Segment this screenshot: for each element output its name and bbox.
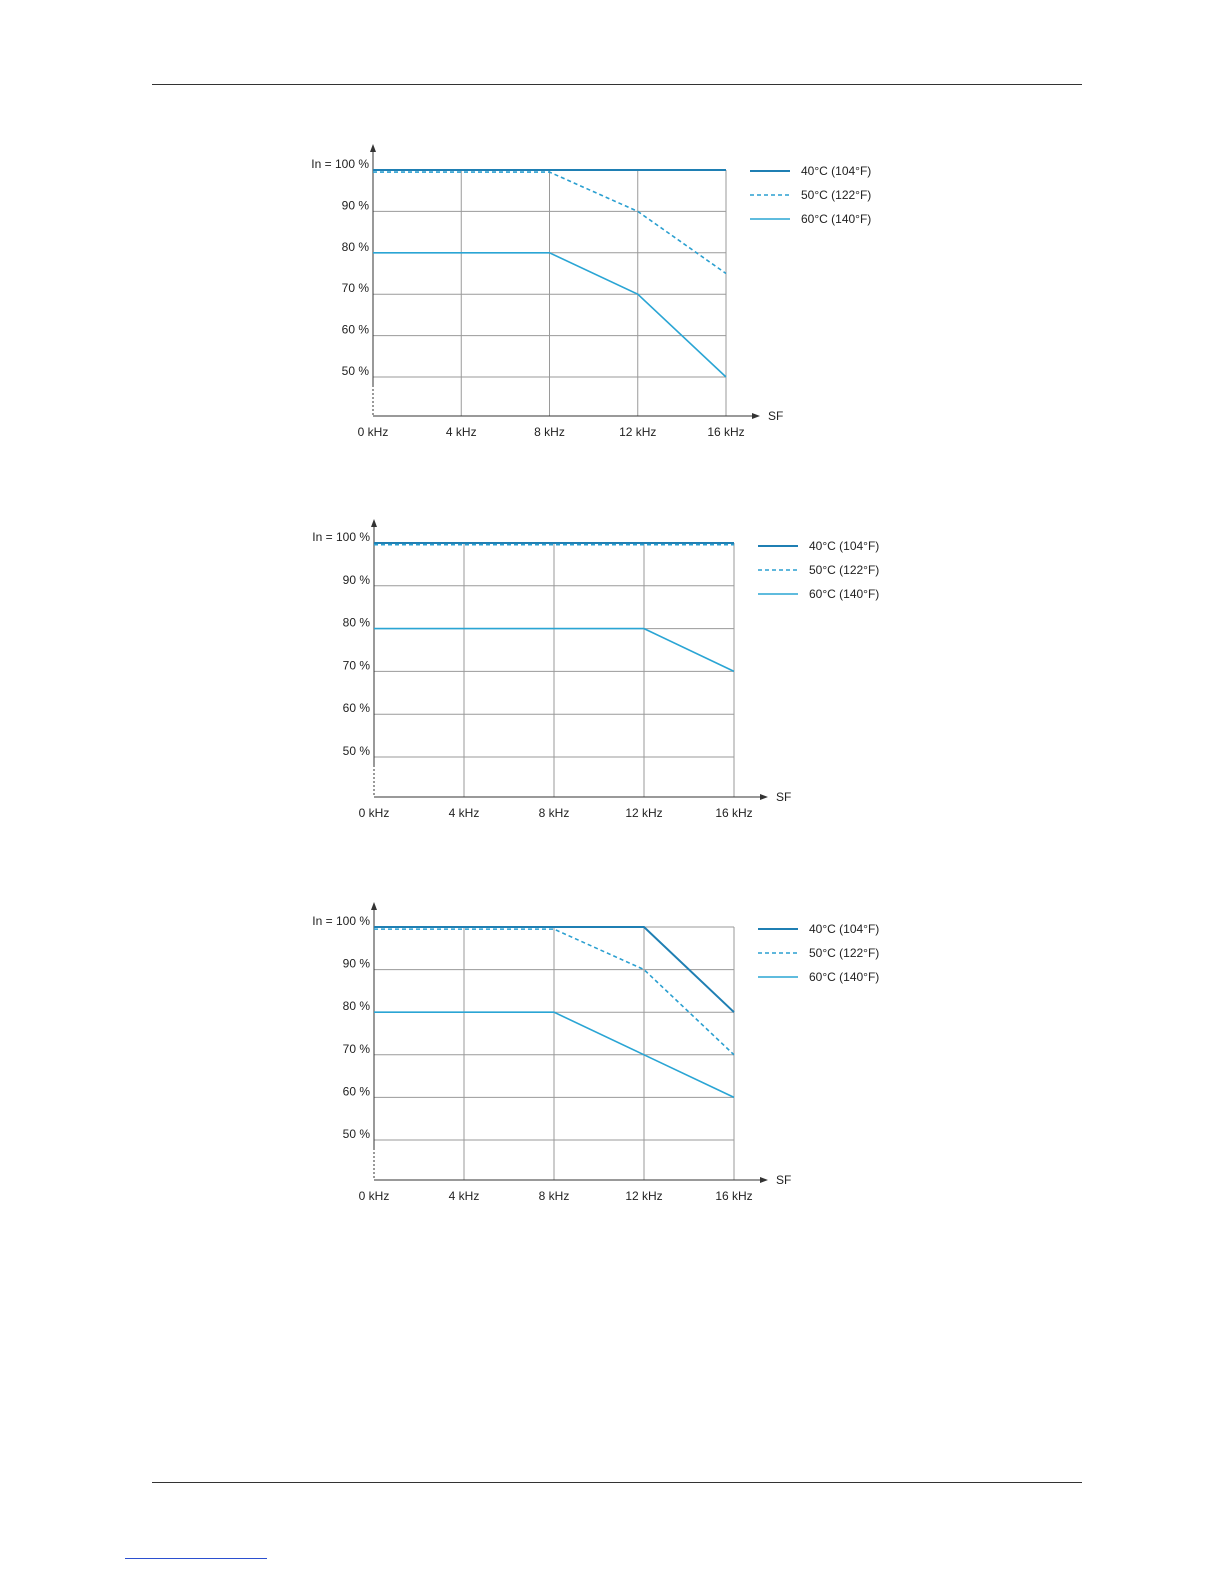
y-tick-label: 80 % — [343, 616, 371, 630]
y-tick-label: 50 % — [343, 744, 371, 758]
chart-svg-3: SF 0 kHz 4 kHz 8 kHz 12 kHz 16 kHz 50 % 60 % 70 … — [312, 902, 879, 1203]
series-line — [373, 252, 727, 378]
derating-chart-1: SF 0 kHz 4 kHz 8 kHz 12 kHz 16 kHz 50 % 60 % 70 … — [300, 140, 920, 450]
y-tick-label: 60 % — [342, 323, 370, 337]
header-rule — [152, 84, 1082, 85]
y-axis-arrow — [370, 144, 376, 152]
series-line — [374, 627, 735, 673]
y-axis-arrow — [371, 519, 377, 527]
x-axis-arrow — [760, 794, 768, 800]
x-tick-label: 8 kHz — [539, 806, 570, 820]
x-tick-label: 12 kHz — [619, 425, 656, 439]
x-tick-label: 16 kHz — [707, 425, 744, 439]
x-tick-label: 16 kHz — [715, 1189, 752, 1203]
y-tick-label: In = 100 % — [312, 530, 370, 544]
legend-label: 50°C (122°F) — [809, 563, 879, 577]
y-tick-label: In = 100 % — [312, 914, 370, 928]
series-line — [374, 1011, 735, 1099]
legend-label: 60°C (140°F) — [809, 587, 879, 601]
x-tick-label: 4 kHz — [449, 806, 480, 820]
y-axis-arrow — [371, 902, 377, 910]
series-line — [374, 926, 735, 1013]
y-tick-label: 50 % — [343, 1127, 371, 1141]
derating-chart-2: SF 0 kHz 4 kHz 8 kHz 12 kHz 16 kHz 50 % 60 % 70 … — [300, 515, 920, 825]
y-tick-label: 60 % — [343, 1084, 371, 1098]
x-tick-label: 12 kHz — [625, 806, 662, 820]
x-tick-label: 4 kHz — [446, 425, 477, 439]
legend-label: 50°C (122°F) — [809, 946, 879, 960]
x-axis-label: SF — [768, 409, 783, 423]
legend-label: 50°C (122°F) — [801, 188, 871, 202]
x-tick-label: 8 kHz — [534, 425, 565, 439]
x-tick-label: 12 kHz — [625, 1189, 662, 1203]
y-tick-label: 70 % — [343, 1042, 371, 1056]
x-axis-arrow — [760, 1177, 768, 1183]
y-tick-label: In = 100 % — [311, 157, 369, 171]
legend-label: 40°C (104°F) — [809, 922, 879, 936]
y-tick-label: 60 % — [343, 701, 371, 715]
y-tick-label: 70 % — [343, 658, 371, 672]
x-axis-label: SF — [776, 1173, 791, 1187]
y-tick-label: 50 % — [342, 364, 370, 378]
x-axis-label: SF — [776, 790, 791, 804]
x-tick-label: 8 kHz — [539, 1189, 570, 1203]
chart-svg-1: SF 0 kHz 4 kHz 8 kHz 12 kHz 16 kHz 50 % 60 % 70 … — [311, 144, 871, 439]
y-tick-label: 70 % — [342, 281, 370, 295]
y-tick-label: 80 % — [343, 999, 371, 1013]
legend-label: 60°C (140°F) — [801, 212, 871, 226]
footer-rule — [152, 1482, 1082, 1483]
y-tick-label: 90 % — [343, 957, 371, 971]
x-tick-label: 0 kHz — [358, 425, 389, 439]
x-axis-arrow — [752, 413, 760, 419]
y-tick-label: 90 % — [343, 573, 371, 587]
x-tick-label: 16 kHz — [715, 806, 752, 820]
x-tick-label: 0 kHz — [359, 1189, 390, 1203]
derating-chart-3: SF 0 kHz 4 kHz 8 kHz 12 kHz 16 kHz 50 % 60 % 70 … — [300, 898, 920, 1208]
legend-label: 40°C (104°F) — [809, 539, 879, 553]
x-tick-label: 4 kHz — [449, 1189, 480, 1203]
y-tick-label: 80 % — [342, 240, 370, 254]
x-tick-label: 0 kHz — [359, 806, 390, 820]
legend-label: 60°C (140°F) — [809, 970, 879, 984]
chart-svg-2: SF 0 kHz 4 kHz 8 kHz 12 kHz 16 kHz 50 % 60 % 70 … — [312, 519, 879, 820]
legend-label: 40°C (104°F) — [801, 164, 871, 178]
y-tick-label: 90 % — [342, 198, 370, 212]
footer-link-underline[interactable] — [125, 1558, 267, 1559]
series-line — [373, 171, 727, 275]
